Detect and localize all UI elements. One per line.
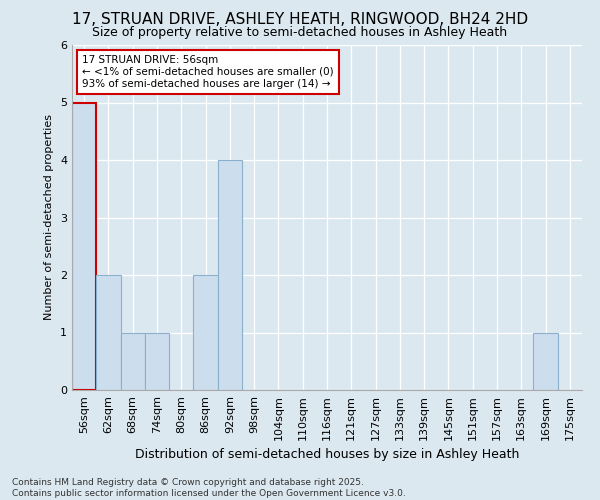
Y-axis label: Number of semi-detached properties: Number of semi-detached properties <box>44 114 55 320</box>
Bar <box>218 160 242 390</box>
Bar <box>72 102 96 390</box>
Bar <box>533 332 558 390</box>
Text: Contains HM Land Registry data © Crown copyright and database right 2025.
Contai: Contains HM Land Registry data © Crown c… <box>12 478 406 498</box>
Text: 17, STRUAN DRIVE, ASHLEY HEATH, RINGWOOD, BH24 2HD: 17, STRUAN DRIVE, ASHLEY HEATH, RINGWOOD… <box>72 12 528 28</box>
X-axis label: Distribution of semi-detached houses by size in Ashley Heath: Distribution of semi-detached houses by … <box>135 448 519 461</box>
Text: Size of property relative to semi-detached houses in Ashley Heath: Size of property relative to semi-detach… <box>92 26 508 39</box>
Bar <box>193 275 218 390</box>
Bar <box>145 332 169 390</box>
Bar <box>96 275 121 390</box>
Text: 17 STRUAN DRIVE: 56sqm
← <1% of semi-detached houses are smaller (0)
93% of semi: 17 STRUAN DRIVE: 56sqm ← <1% of semi-det… <box>82 56 334 88</box>
Bar <box>121 332 145 390</box>
